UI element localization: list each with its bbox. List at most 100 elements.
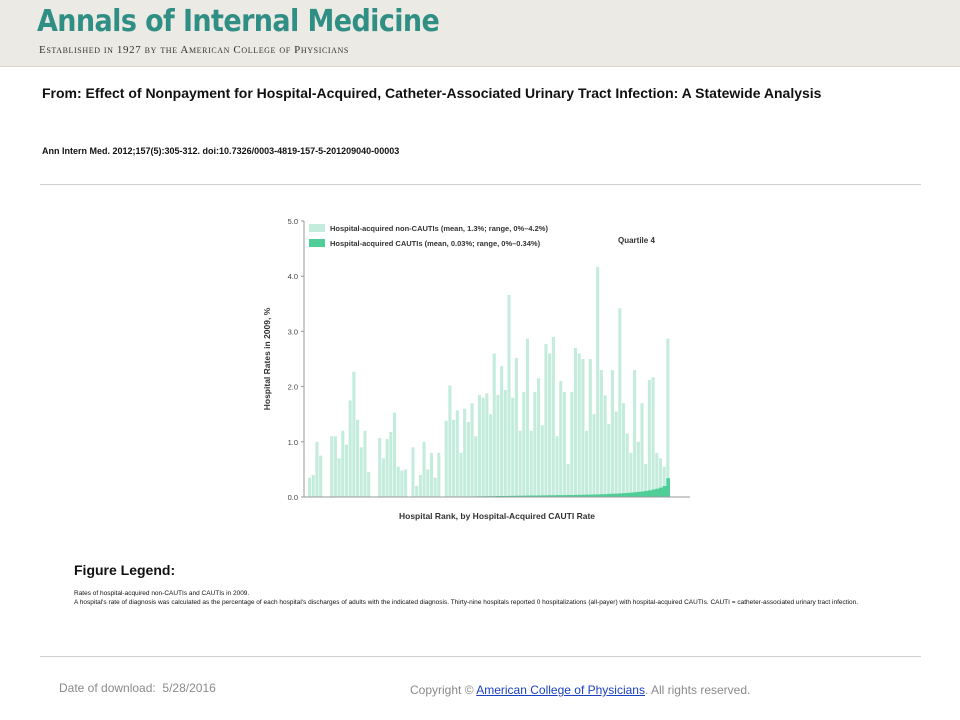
non-cauti-bar — [389, 431, 393, 497]
x-axis-title: Hospital Rank, by Hospital-Acquired CAUT… — [399, 511, 595, 521]
non-cauti-bar — [459, 452, 463, 497]
bar-group — [308, 266, 670, 497]
download-info: Date of download: 5/28/2016 — [59, 681, 216, 695]
y-tick-label: 1.0 — [288, 438, 298, 447]
legend-label-cauti: Hospital-acquired CAUTIs (mean, 0.03%; r… — [330, 239, 541, 248]
non-cauti-bar — [433, 477, 437, 497]
non-cauti-bar — [570, 392, 574, 497]
non-cauti-bar — [655, 452, 659, 497]
non-cauti-bar — [455, 410, 459, 497]
non-cauti-bar — [555, 436, 559, 497]
non-cauti-bar — [496, 394, 500, 497]
non-cauti-bar — [344, 444, 349, 497]
download-label: Date of download: — [59, 681, 156, 695]
figure-legend-line2: A hospital's rate of diagnosis was calcu… — [74, 599, 859, 606]
non-cauti-bar — [666, 338, 670, 497]
journal-subtitle: Established in 1927 by the American Coll… — [39, 44, 349, 56]
chart-legend: Hospital-acquired non-CAUTIs (mean, 1.3%… — [309, 224, 655, 248]
y-axis-title: Hospital Rates in 2009, % — [262, 307, 272, 410]
non-cauti-bar — [596, 266, 600, 497]
non-cauti-bar — [426, 469, 430, 497]
non-cauti-bar — [585, 430, 589, 497]
non-cauti-bar — [404, 469, 408, 497]
acp-link[interactable]: American College of Physicians — [476, 683, 645, 697]
copyright: Copyright © American College of Physicia… — [410, 683, 750, 697]
non-cauti-bar — [588, 359, 592, 497]
non-cauti-bar — [533, 392, 537, 497]
non-cauti-bar — [644, 463, 648, 497]
journal-title: Annals of Internal Medicine — [37, 4, 440, 39]
non-cauti-bar — [548, 353, 552, 497]
non-cauti-bar — [614, 411, 618, 497]
non-cauti-bar — [662, 466, 666, 497]
journal-header: Annals of Internal Medicine Established … — [0, 0, 960, 67]
non-cauti-bar — [429, 452, 433, 497]
non-cauti-bar — [308, 477, 312, 497]
non-cauti-bar — [551, 336, 555, 497]
quartile-annotation: Quartile 4 — [618, 236, 655, 245]
non-cauti-bar — [359, 447, 363, 497]
legend-swatch-non-cauti — [309, 224, 325, 232]
non-cauti-bar — [540, 425, 544, 497]
legend-swatch-cauti — [309, 239, 325, 247]
article-citation: Ann Intern Med. 2012;157(5):305-312. doi… — [42, 146, 400, 156]
non-cauti-bar — [507, 294, 511, 497]
non-cauti-bar — [647, 379, 651, 497]
non-cauti-bar — [481, 397, 485, 497]
non-cauti-bar — [511, 397, 515, 497]
non-cauti-bar — [463, 408, 467, 497]
non-cauti-bar — [437, 452, 441, 497]
non-cauti-bar — [581, 359, 585, 497]
non-cauti-bar — [356, 419, 360, 497]
non-cauti-bar — [621, 403, 626, 497]
non-cauti-bar — [448, 385, 452, 497]
non-cauti-bar — [592, 414, 596, 497]
non-cauti-bar — [618, 308, 622, 497]
non-cauti-bar — [341, 430, 345, 497]
non-cauti-bar — [525, 338, 530, 497]
non-cauti-bar — [503, 389, 507, 497]
non-cauti-bar — [422, 441, 426, 497]
non-cauti-bar — [489, 414, 493, 497]
non-cauti-bar — [544, 344, 548, 497]
non-cauti-bar — [381, 458, 385, 497]
copyright-suffix: . All rights reserved. — [644, 683, 751, 697]
non-cauti-bar — [352, 371, 356, 497]
figure-legend-text: Rates of hospital-acquired non-CAUTIs an… — [74, 589, 894, 607]
non-cauti-bar — [640, 403, 644, 497]
non-cauti-bar — [477, 394, 482, 497]
axes: 0.0 1.0 2.0 3.0 4.0 5.0 Hospital Rates in 2009… — [262, 217, 690, 521]
non-cauti-bar — [610, 370, 614, 497]
non-cauti-bar — [474, 436, 478, 497]
non-cauti-bar — [629, 452, 633, 497]
non-cauti-bar — [537, 378, 541, 497]
bar-chart: 0.0 1.0 2.0 3.0 4.0 5.0 Hospital Rates in 2009… — [262, 217, 690, 521]
y-tick-label: 4.0 — [288, 272, 298, 281]
non-cauti-bar — [599, 370, 603, 497]
non-cauti-bar — [378, 437, 382, 497]
figure-legend-line1: Rates of hospital-acquired non-CAUTIs an… — [74, 590, 250, 597]
non-cauti-bar — [514, 357, 518, 497]
non-cauti-bar — [658, 458, 663, 497]
download-date: 5/28/2016 — [162, 681, 216, 695]
non-cauti-bar — [566, 463, 570, 497]
non-cauti-bar — [607, 424, 611, 497]
non-cauti-bar — [485, 393, 489, 497]
non-cauti-bar — [337, 458, 341, 497]
copyright-prefix: Copyright © — [410, 683, 474, 697]
non-cauti-bar — [348, 400, 352, 497]
non-cauti-bar — [396, 466, 400, 497]
non-cauti-bar — [492, 353, 496, 497]
divider-top — [40, 184, 921, 185]
cauti-series-area — [452, 478, 670, 497]
y-tick-label: 5.0 — [288, 217, 298, 226]
non-cauti-bar — [651, 377, 655, 497]
non-cauti-bar — [400, 470, 404, 497]
non-cauti-bar — [415, 485, 419, 497]
non-cauti-bar — [559, 381, 563, 497]
non-cauti-bar — [633, 370, 637, 497]
non-cauti-bar — [444, 420, 448, 497]
legend-label-non-cauti: Hospital-acquired non-CAUTIs (mean, 1.3%… — [330, 224, 548, 233]
divider-bottom — [40, 656, 921, 657]
article-title: From: Effect of Nonpayment for Hospital-… — [42, 85, 822, 101]
